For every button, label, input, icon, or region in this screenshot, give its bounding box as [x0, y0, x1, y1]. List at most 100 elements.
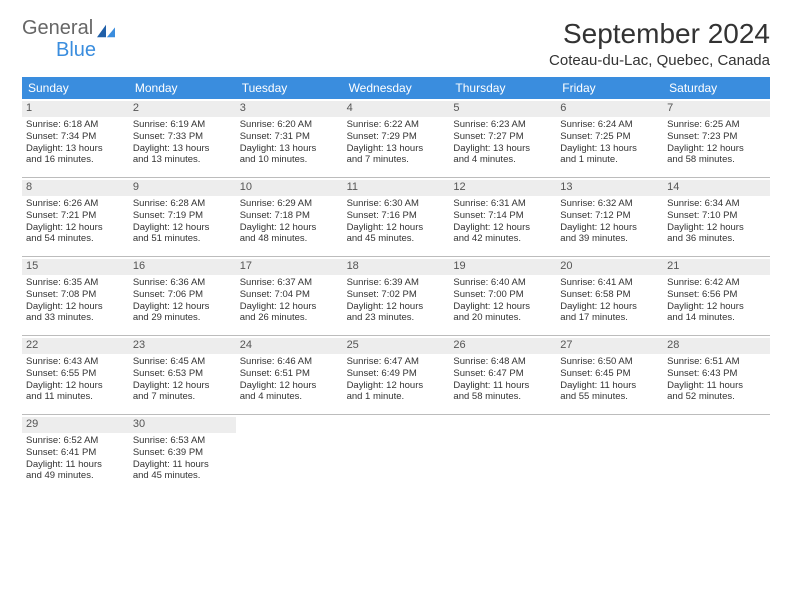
sunrise-text: Sunrise: 6:43 AM: [26, 356, 125, 368]
daylight-text: and 11 minutes.: [26, 391, 125, 403]
sunset-text: Sunset: 7:18 PM: [240, 210, 339, 222]
sunrise-text: Sunrise: 6:20 AM: [240, 119, 339, 131]
day-cell: 8Sunrise: 6:26 AMSunset: 7:21 PMDaylight…: [22, 178, 129, 256]
day-number: 20: [556, 259, 663, 275]
daylight-text: and 49 minutes.: [26, 470, 125, 482]
day-cell: 1Sunrise: 6:18 AMSunset: 7:34 PMDaylight…: [22, 99, 129, 177]
daylight-text: Daylight: 12 hours: [560, 222, 659, 234]
daylight-text: and 36 minutes.: [667, 233, 766, 245]
sunrise-text: Sunrise: 6:36 AM: [133, 277, 232, 289]
day-number: 30: [129, 417, 236, 433]
empty-day-cell: [663, 415, 770, 493]
daylight-text: Daylight: 12 hours: [26, 380, 125, 392]
daylight-text: and 39 minutes.: [560, 233, 659, 245]
weekday-label: Tuesday: [236, 77, 343, 99]
brand-logo: GeneralBlue: [22, 18, 132, 60]
sunrise-text: Sunrise: 6:34 AM: [667, 198, 766, 210]
day-number: 4: [343, 101, 450, 117]
day-number: 22: [22, 338, 129, 354]
calendar-header-row: Sunday Monday Tuesday Wednesday Thursday…: [22, 77, 770, 99]
day-cell: 16Sunrise: 6:36 AMSunset: 7:06 PMDayligh…: [129, 257, 236, 335]
daylight-text: and 55 minutes.: [560, 391, 659, 403]
daylight-text: and 52 minutes.: [667, 391, 766, 403]
day-number: 19: [449, 259, 556, 275]
sunset-text: Sunset: 7:23 PM: [667, 131, 766, 143]
day-number: 12: [449, 180, 556, 196]
day-number: 6: [556, 101, 663, 117]
daylight-text: and 45 minutes.: [133, 470, 232, 482]
day-cell: 15Sunrise: 6:35 AMSunset: 7:08 PMDayligh…: [22, 257, 129, 335]
sunrise-text: Sunrise: 6:26 AM: [26, 198, 125, 210]
daylight-text: and 16 minutes.: [26, 154, 125, 166]
location: Coteau-du-Lac, Quebec, Canada: [549, 52, 770, 69]
daylight-text: Daylight: 11 hours: [26, 459, 125, 471]
calendar-week-row: 15Sunrise: 6:35 AMSunset: 7:08 PMDayligh…: [22, 257, 770, 336]
day-cell: 7Sunrise: 6:25 AMSunset: 7:23 PMDaylight…: [663, 99, 770, 177]
sunrise-text: Sunrise: 6:25 AM: [667, 119, 766, 131]
day-cell: 3Sunrise: 6:20 AMSunset: 7:31 PMDaylight…: [236, 99, 343, 177]
day-cell: 20Sunrise: 6:41 AMSunset: 6:58 PMDayligh…: [556, 257, 663, 335]
day-number: 26: [449, 338, 556, 354]
daylight-text: Daylight: 12 hours: [667, 143, 766, 155]
day-cell: 30Sunrise: 6:53 AMSunset: 6:39 PMDayligh…: [129, 415, 236, 493]
day-cell: 28Sunrise: 6:51 AMSunset: 6:43 PMDayligh…: [663, 336, 770, 414]
daylight-text: Daylight: 12 hours: [240, 301, 339, 313]
day-cell: 17Sunrise: 6:37 AMSunset: 7:04 PMDayligh…: [236, 257, 343, 335]
title-block: September 2024 Coteau-du-Lac, Quebec, Ca…: [549, 18, 770, 69]
sunset-text: Sunset: 6:51 PM: [240, 368, 339, 380]
empty-day-cell: [236, 415, 343, 493]
day-cell: 10Sunrise: 6:29 AMSunset: 7:18 PMDayligh…: [236, 178, 343, 256]
day-cell: 11Sunrise: 6:30 AMSunset: 7:16 PMDayligh…: [343, 178, 450, 256]
daylight-text: and 4 minutes.: [240, 391, 339, 403]
sunset-text: Sunset: 6:41 PM: [26, 447, 125, 459]
daylight-text: Daylight: 13 hours: [133, 143, 232, 155]
daylight-text: and 26 minutes.: [240, 312, 339, 324]
day-number: 27: [556, 338, 663, 354]
sunset-text: Sunset: 7:25 PM: [560, 131, 659, 143]
weekday-label: Saturday: [663, 77, 770, 99]
daylight-text: and 1 minute.: [347, 391, 446, 403]
daylight-text: and 17 minutes.: [560, 312, 659, 324]
daylight-text: and 48 minutes.: [240, 233, 339, 245]
day-number: 17: [236, 259, 343, 275]
daylight-text: Daylight: 13 hours: [26, 143, 125, 155]
brand-text-2: Blue: [56, 39, 96, 61]
daylight-text: and 29 minutes.: [133, 312, 232, 324]
daylight-text: and 4 minutes.: [453, 154, 552, 166]
sunset-text: Sunset: 7:08 PM: [26, 289, 125, 301]
day-cell: 26Sunrise: 6:48 AMSunset: 6:47 PMDayligh…: [449, 336, 556, 414]
page-title: September 2024: [549, 18, 770, 50]
sunrise-text: Sunrise: 6:46 AM: [240, 356, 339, 368]
daylight-text: and 54 minutes.: [26, 233, 125, 245]
empty-day-cell: [556, 415, 663, 493]
sunrise-text: Sunrise: 6:31 AM: [453, 198, 552, 210]
sunrise-text: Sunrise: 6:50 AM: [560, 356, 659, 368]
daylight-text: Daylight: 11 hours: [453, 380, 552, 392]
day-cell: 12Sunrise: 6:31 AMSunset: 7:14 PMDayligh…: [449, 178, 556, 256]
daylight-text: Daylight: 12 hours: [240, 222, 339, 234]
day-cell: 29Sunrise: 6:52 AMSunset: 6:41 PMDayligh…: [22, 415, 129, 493]
sunset-text: Sunset: 7:31 PM: [240, 131, 339, 143]
sunset-text: Sunset: 6:43 PM: [667, 368, 766, 380]
sunrise-text: Sunrise: 6:23 AM: [453, 119, 552, 131]
day-cell: 5Sunrise: 6:23 AMSunset: 7:27 PMDaylight…: [449, 99, 556, 177]
day-cell: 13Sunrise: 6:32 AMSunset: 7:12 PMDayligh…: [556, 178, 663, 256]
day-cell: 23Sunrise: 6:45 AMSunset: 6:53 PMDayligh…: [129, 336, 236, 414]
sunrise-text: Sunrise: 6:37 AM: [240, 277, 339, 289]
calendar-week-row: 1Sunrise: 6:18 AMSunset: 7:34 PMDaylight…: [22, 99, 770, 178]
sunrise-text: Sunrise: 6:22 AM: [347, 119, 446, 131]
weekday-label: Wednesday: [343, 77, 450, 99]
sunset-text: Sunset: 6:58 PM: [560, 289, 659, 301]
day-cell: 21Sunrise: 6:42 AMSunset: 6:56 PMDayligh…: [663, 257, 770, 335]
sunset-text: Sunset: 7:00 PM: [453, 289, 552, 301]
day-number: 10: [236, 180, 343, 196]
sunset-text: Sunset: 7:10 PM: [667, 210, 766, 222]
day-cell: 2Sunrise: 6:19 AMSunset: 7:33 PMDaylight…: [129, 99, 236, 177]
sunrise-text: Sunrise: 6:41 AM: [560, 277, 659, 289]
day-number: 24: [236, 338, 343, 354]
daylight-text: Daylight: 11 hours: [560, 380, 659, 392]
sunset-text: Sunset: 7:12 PM: [560, 210, 659, 222]
sunset-text: Sunset: 7:29 PM: [347, 131, 446, 143]
day-number: 15: [22, 259, 129, 275]
sunrise-text: Sunrise: 6:45 AM: [133, 356, 232, 368]
